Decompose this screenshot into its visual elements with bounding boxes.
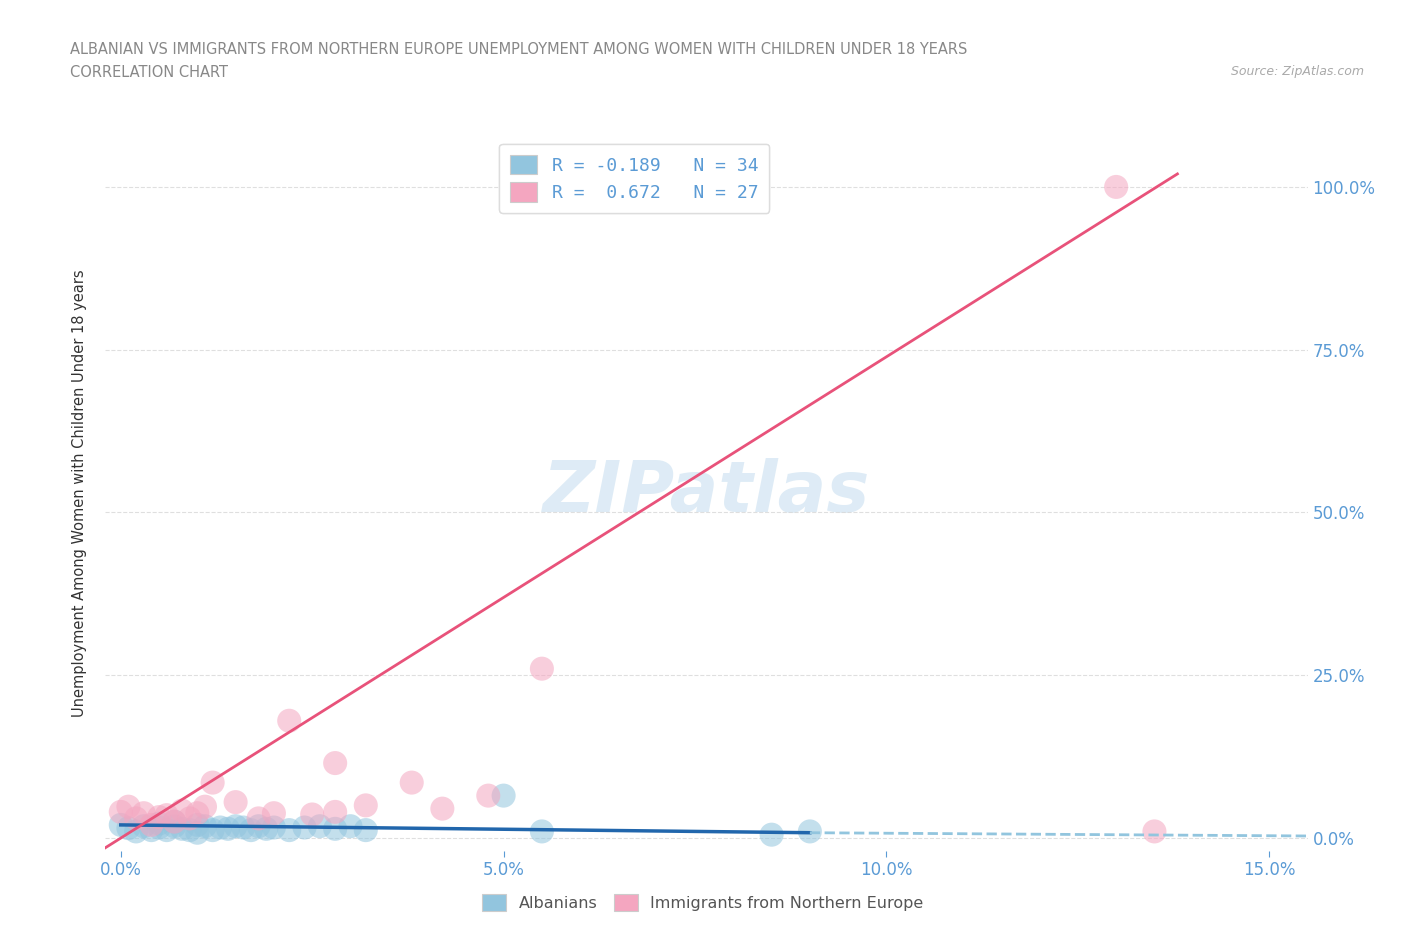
Point — [254, 821, 277, 836]
Legend: Albanians, Immigrants from Northern Europe: Albanians, Immigrants from Northern Euro… — [475, 888, 931, 917]
Point — [432, 802, 454, 817]
Point — [225, 794, 247, 809]
Point — [294, 820, 316, 835]
Point — [323, 755, 346, 770]
Point — [217, 821, 239, 836]
Point — [247, 811, 270, 826]
Point — [156, 823, 179, 838]
Point — [186, 825, 208, 840]
Point — [186, 817, 208, 832]
Text: CORRELATION CHART: CORRELATION CHART — [70, 65, 228, 80]
Point — [186, 805, 208, 820]
Point — [163, 815, 186, 830]
Point — [194, 799, 217, 814]
Point — [132, 818, 155, 833]
Point — [201, 823, 224, 838]
Point — [148, 820, 170, 835]
Point — [308, 818, 330, 833]
Point — [110, 804, 132, 819]
Point — [148, 817, 170, 831]
Point — [339, 818, 361, 833]
Point — [125, 811, 148, 826]
Point — [530, 824, 553, 839]
Point — [148, 810, 170, 825]
Point — [125, 824, 148, 839]
Point — [179, 823, 201, 838]
Point — [1143, 824, 1166, 839]
Text: Source: ZipAtlas.com: Source: ZipAtlas.com — [1230, 65, 1364, 78]
Point — [263, 820, 285, 835]
Point — [301, 807, 323, 822]
Point — [194, 818, 217, 833]
Point — [225, 818, 247, 833]
Point — [1105, 179, 1128, 194]
Point — [323, 821, 346, 836]
Point — [247, 818, 270, 833]
Point — [278, 713, 301, 728]
Point — [170, 804, 193, 818]
Point — [263, 805, 285, 820]
Point — [477, 789, 499, 804]
Point — [354, 823, 377, 838]
Text: ALBANIAN VS IMMIGRANTS FROM NORTHERN EUROPE UNEMPLOYMENT AMONG WOMEN WITH CHILDR: ALBANIAN VS IMMIGRANTS FROM NORTHERN EUR… — [70, 42, 967, 57]
Point — [201, 776, 224, 790]
Point — [232, 820, 254, 835]
Point — [209, 820, 232, 835]
Point — [530, 661, 553, 676]
Point — [163, 818, 186, 833]
Point — [170, 821, 193, 836]
Y-axis label: Unemployment Among Women with Children Under 18 years: Unemployment Among Women with Children U… — [72, 269, 87, 717]
Point — [492, 789, 515, 804]
Point — [761, 828, 783, 843]
Point — [141, 823, 163, 838]
Point — [156, 807, 179, 823]
Point — [110, 817, 132, 832]
Point — [117, 799, 139, 814]
Legend: R = -0.189   N = 34, R =  0.672   N = 27: R = -0.189 N = 34, R = 0.672 N = 27 — [499, 144, 769, 213]
Point — [323, 804, 346, 819]
Point — [354, 798, 377, 813]
Point — [239, 823, 262, 838]
Point — [401, 776, 423, 790]
Point — [163, 815, 186, 830]
Point — [799, 824, 821, 839]
Point — [141, 817, 163, 832]
Point — [132, 805, 155, 820]
Text: ZIPatlas: ZIPatlas — [543, 458, 870, 527]
Point — [278, 823, 301, 838]
Point — [179, 811, 201, 826]
Point — [117, 821, 139, 836]
